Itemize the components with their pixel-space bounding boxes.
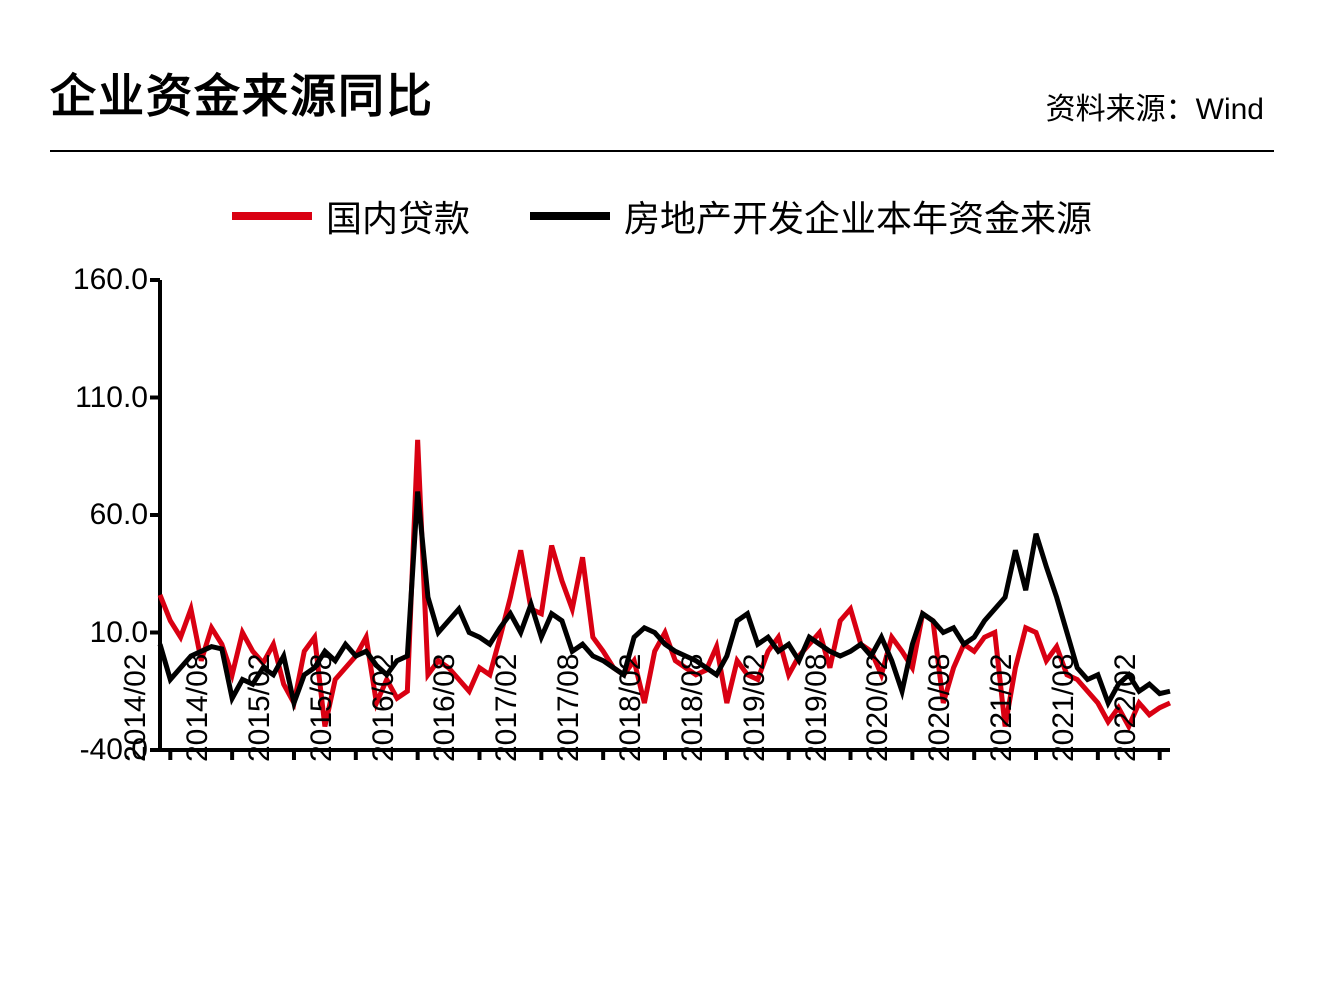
x-tick-label: 2014/02 [119, 654, 153, 762]
x-tick-label: 2017/02 [490, 654, 524, 762]
x-tick-label: 2021/08 [1047, 654, 1081, 762]
x-tick-label: 2020/08 [923, 654, 957, 762]
y-tick-label: 10.0 [90, 616, 160, 650]
x-tick-label: 2014/08 [181, 654, 215, 762]
y-tick-label: 160.0 [73, 263, 160, 297]
x-tick-label: 2017/08 [552, 654, 586, 762]
title-divider [50, 150, 1274, 152]
chart-area: -40.010.060.0110.0160.0 2014/022014/0820… [160, 280, 1170, 750]
x-tick-label: 2016/08 [428, 654, 462, 762]
x-tick-label: 2019/02 [738, 654, 772, 762]
x-tick-label: 2021/02 [985, 654, 1019, 762]
x-tick-label: 2018/02 [614, 654, 648, 762]
x-tick-label: 2016/02 [367, 654, 401, 762]
legend-swatch [232, 212, 312, 220]
x-tick-label: 2015/02 [243, 654, 277, 762]
x-tick-label: 2018/08 [676, 654, 710, 762]
x-tick-label: 2015/08 [305, 654, 339, 762]
x-tick-label: 2020/02 [861, 654, 895, 762]
legend-item: 国内贷款 [232, 190, 470, 242]
x-tick-label: 2019/08 [800, 654, 834, 762]
legend-label: 房地产开发企业本年资金来源 [624, 190, 1092, 242]
y-tick-label: 60.0 [90, 498, 160, 532]
source-label: 资料来源：Wind [1046, 84, 1264, 128]
legend-swatch [530, 212, 610, 220]
y-tick-label: 110.0 [75, 381, 160, 415]
x-tick-label: 2022/02 [1109, 654, 1143, 762]
legend: 国内贷款 房地产开发企业本年资金来源 [0, 190, 1324, 242]
legend-item: 房地产开发企业本年资金来源 [530, 190, 1092, 242]
legend-label: 国内贷款 [326, 190, 470, 242]
